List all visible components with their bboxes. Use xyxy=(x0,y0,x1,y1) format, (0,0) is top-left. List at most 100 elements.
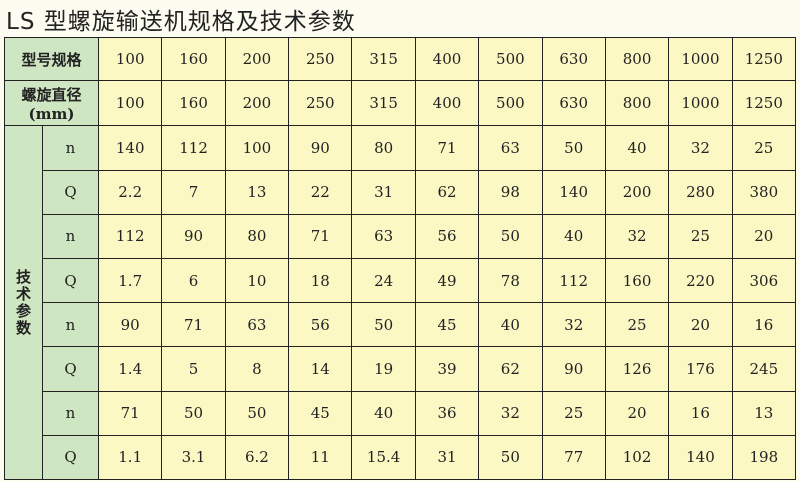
value-cell: 90 xyxy=(541,346,606,392)
value-cell: 112 xyxy=(541,257,606,304)
value-cell: 380 xyxy=(731,169,797,215)
value-cell: 78 xyxy=(478,257,543,304)
value-cell: 10 xyxy=(224,257,290,304)
model-cell: 250 xyxy=(288,36,353,82)
table-row: 技术参数 n 140 112 100 90 80 71 63 50 40 32 25 xyxy=(4,125,797,480)
value-cell: 126 xyxy=(604,346,670,392)
model-cell: 200 xyxy=(224,36,290,82)
value-cell: 31 xyxy=(414,434,480,481)
value-cell: 71 xyxy=(414,125,480,171)
value-cell: 50 xyxy=(224,390,290,436)
diameter-row: 螺旋直径(mm) 100 160 200 250 315 400 500 630 800 1000 1… xyxy=(3,80,797,127)
value-cell: 62 xyxy=(478,346,543,392)
value-cell: 3.1 xyxy=(161,434,226,481)
param-label: Q xyxy=(41,434,100,481)
model-row: 型号规格 100 160 200 250 315 400 500 630 800 1000 1250 xyxy=(3,36,797,82)
value-cell: 20 xyxy=(731,213,797,259)
model-cell: 800 xyxy=(604,36,670,82)
value-cell: 16 xyxy=(668,390,733,436)
model-cell: 630 xyxy=(541,36,606,82)
model-cell: 1250 xyxy=(731,36,797,82)
value-cell: 63 xyxy=(224,302,290,348)
tech-params-label: 技术参数 xyxy=(4,125,43,480)
value-cell: 56 xyxy=(288,302,353,348)
value-cell: 36 xyxy=(414,390,480,436)
value-cell: 25 xyxy=(604,302,670,348)
value-cell: 40 xyxy=(478,302,543,348)
value-cell: 25 xyxy=(731,125,797,171)
value-cell: 50 xyxy=(161,390,226,436)
diameter-cell: 250 xyxy=(288,80,353,127)
value-cell: 56 xyxy=(414,213,480,259)
value-cell: 11 xyxy=(288,434,353,481)
value-cell: 50 xyxy=(541,125,606,171)
value-cell: 77 xyxy=(541,434,606,481)
value-cell: 25 xyxy=(668,213,733,259)
param-label: Q xyxy=(41,169,100,215)
value-cell: 13 xyxy=(224,169,290,215)
table-row: n 90 71 63 56 50 45 40 32 25 20 16 xyxy=(5,302,797,348)
value-cell: 90 xyxy=(98,302,163,348)
model-label: 型号规格 xyxy=(3,36,100,82)
value-cell: 14 xyxy=(288,346,353,392)
value-cell: 5 xyxy=(161,346,226,392)
diameter-cell: 1000 xyxy=(668,80,733,127)
value-cell: 200 xyxy=(604,169,670,215)
param-label: n xyxy=(41,390,100,436)
value-cell: 49 xyxy=(414,257,480,304)
value-cell: 63 xyxy=(478,125,543,171)
value-cell: 71 xyxy=(98,390,163,436)
value-cell: 32 xyxy=(478,390,543,436)
table-row: Q 1.1 3.1 6.2 11 15.4 31 50 77 102 140 198 xyxy=(5,434,797,481)
value-cell: 140 xyxy=(98,125,163,171)
value-cell: 31 xyxy=(351,169,416,215)
value-cell: 25 xyxy=(541,390,606,436)
value-cell: 8 xyxy=(224,346,290,392)
model-cell: 315 xyxy=(351,36,416,82)
model-cell: 100 xyxy=(98,36,163,82)
value-cell: 50 xyxy=(351,302,416,348)
diameter-cell: 1250 xyxy=(731,80,797,127)
model-cell: 500 xyxy=(478,36,543,82)
value-cell: 1.4 xyxy=(98,346,163,392)
value-cell: 280 xyxy=(668,169,733,215)
value-cell: 6 xyxy=(161,257,226,304)
value-cell: 176 xyxy=(668,346,733,392)
diameter-cell: 200 xyxy=(224,80,290,127)
value-cell: 19 xyxy=(351,346,416,392)
spec-table: 型号规格 100 160 200 250 315 400 500 630 800 1000 1250 螺… xyxy=(3,36,797,481)
value-cell: 220 xyxy=(668,257,733,304)
value-cell: 140 xyxy=(541,169,606,215)
value-cell: 112 xyxy=(98,213,163,259)
param-label: n xyxy=(41,213,100,259)
diameter-cell: 500 xyxy=(478,80,543,127)
value-cell: 98 xyxy=(478,169,543,215)
value-cell: 102 xyxy=(604,434,670,481)
value-cell: 15.4 xyxy=(351,434,416,481)
value-cell: 1.7 xyxy=(98,257,163,304)
value-cell: 32 xyxy=(668,125,733,171)
value-cell: 7 xyxy=(161,169,226,215)
value-cell: 50 xyxy=(478,213,543,259)
diameter-cell: 800 xyxy=(604,80,670,127)
value-cell: 71 xyxy=(161,302,226,348)
value-cell: 160 xyxy=(604,257,670,304)
table-row: Q 2.2 7 13 22 31 62 98 140 200 280 380 xyxy=(5,169,797,215)
value-cell: 20 xyxy=(604,390,670,436)
param-label: n xyxy=(41,302,100,348)
value-cell: 45 xyxy=(288,390,353,436)
table-row: n 112 90 80 71 63 56 50 40 32 25 20 xyxy=(5,213,797,259)
value-cell: 63 xyxy=(351,213,416,259)
value-cell: 306 xyxy=(731,257,797,304)
value-cell: 20 xyxy=(668,302,733,348)
param-label: n xyxy=(41,125,100,171)
value-cell: 16 xyxy=(731,302,797,348)
value-cell: 62 xyxy=(414,169,480,215)
value-cell: 18 xyxy=(288,257,353,304)
value-cell: 80 xyxy=(351,125,416,171)
model-cell: 160 xyxy=(161,36,226,82)
model-cell: 1000 xyxy=(668,36,733,82)
value-cell: 39 xyxy=(414,346,480,392)
value-cell: 40 xyxy=(541,213,606,259)
value-cell: 71 xyxy=(288,213,353,259)
